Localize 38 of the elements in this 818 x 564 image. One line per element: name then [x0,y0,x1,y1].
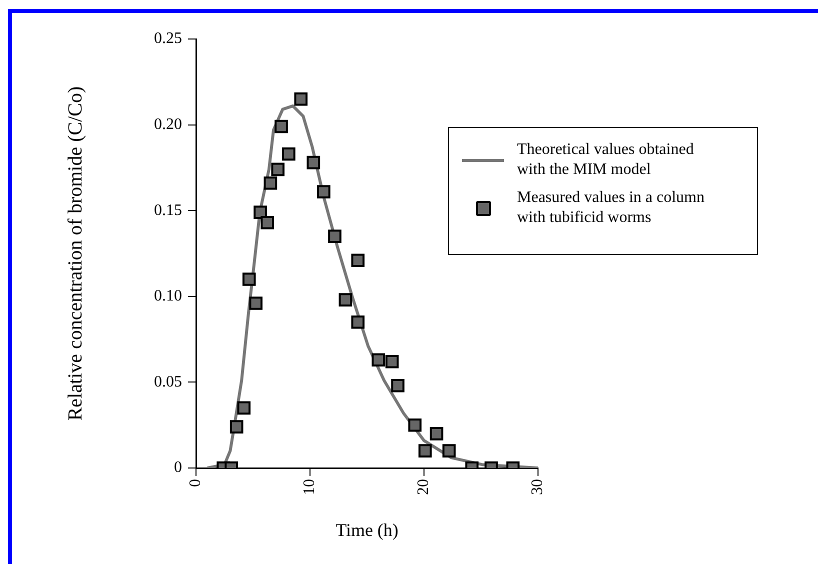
point [237,401,251,415]
y-tick-label: 0 [174,459,182,476]
point [385,354,399,368]
x-tick-label: 0 [187,479,204,487]
point [338,293,352,306]
legend-label: Measured values in a column with tubificid worms [517,188,706,228]
x-tick-label: 20 [415,479,432,495]
x-axis-title: Time (h) [336,520,398,540]
point [249,296,263,310]
y-tick-label: 0.05 [154,373,182,390]
point [351,254,365,268]
point [294,92,308,106]
legend-label: Theoretical values obtained with the MIM model [517,140,695,180]
y-tick-label: 0.10 [154,288,182,305]
x-tick-label: 30 [529,479,546,495]
point [254,206,267,219]
point [306,156,320,170]
point [442,444,456,458]
point [271,162,285,176]
point [391,378,404,392]
point [430,427,444,440]
point [282,147,296,161]
point [230,420,244,434]
point [264,176,278,190]
y-tick-label: 0.15 [154,202,182,219]
point [351,315,365,329]
point [317,185,330,198]
point [328,230,342,243]
point [274,120,288,134]
y-axis-title: Relative concentration of bromide (C/Co) [64,86,86,421]
point [418,444,432,458]
point [408,418,422,432]
y-tick-label: 0.20 [154,116,182,134]
point [372,353,386,367]
x-tick-label: 10 [301,479,318,495]
point [242,272,256,286]
y-tick-label: 0.25 [154,30,182,48]
point [260,216,274,230]
